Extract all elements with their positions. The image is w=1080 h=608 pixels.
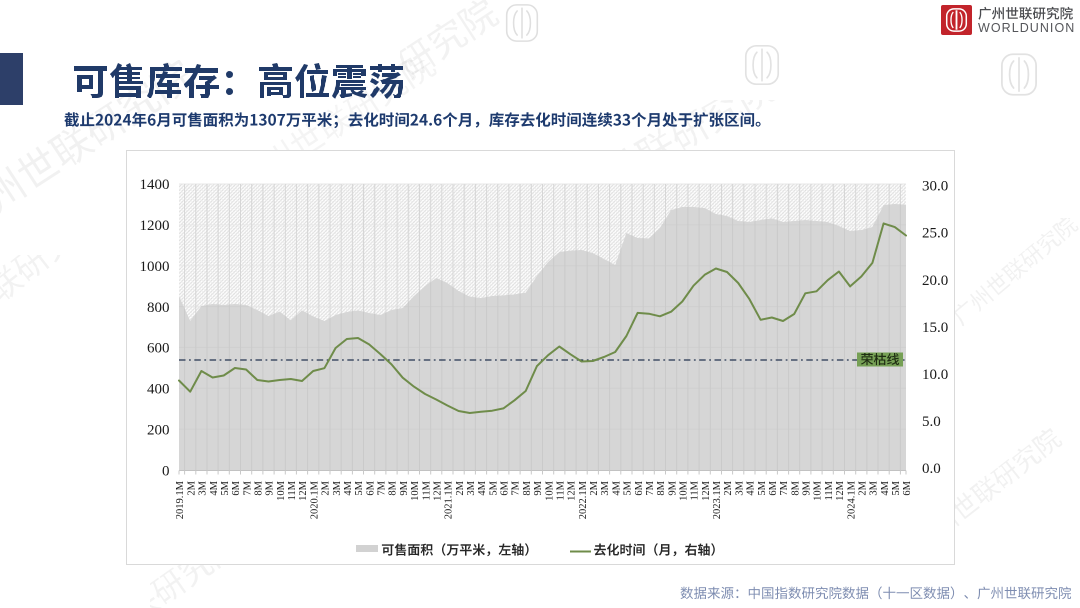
svg-text:800: 800: [147, 300, 170, 316]
svg-text:0.0: 0.0: [922, 461, 941, 477]
svg-text:6M: 6M: [634, 480, 645, 495]
svg-text:2M: 2M: [455, 480, 466, 495]
svg-text:4M: 4M: [611, 480, 622, 495]
svg-text:20.0: 20.0: [922, 273, 948, 289]
svg-text:12M: 12M: [835, 480, 846, 501]
svg-text:3M: 3M: [869, 480, 880, 495]
svg-text:10M: 10M: [813, 480, 824, 501]
svg-text:6M: 6M: [902, 480, 913, 495]
svg-text:10M: 10M: [679, 480, 690, 501]
svg-text:1200: 1200: [140, 218, 170, 234]
svg-text:2M: 2M: [723, 480, 734, 495]
svg-text:4M: 4M: [343, 480, 354, 495]
svg-text:2M: 2M: [858, 480, 869, 495]
svg-text:11M: 11M: [690, 480, 701, 500]
svg-text:9M: 9M: [533, 480, 544, 495]
svg-text:2020.1M: 2020.1M: [309, 480, 320, 519]
svg-text:6M: 6M: [500, 480, 511, 495]
svg-text:11M: 11M: [824, 480, 835, 500]
svg-text:3M: 3M: [198, 480, 209, 495]
svg-text:2M: 2M: [321, 480, 332, 495]
svg-text:3M: 3M: [734, 480, 745, 495]
svg-text:1000: 1000: [140, 259, 170, 275]
svg-text:6M: 6M: [768, 480, 779, 495]
svg-text:7M: 7M: [242, 480, 253, 495]
svg-text:8M: 8M: [656, 480, 667, 495]
svg-text:25.0: 25.0: [922, 226, 948, 242]
svg-text:7M: 7M: [377, 480, 388, 495]
svg-text:600: 600: [147, 341, 170, 357]
svg-text:6M: 6M: [231, 480, 242, 495]
svg-text:2019.1M: 2019.1M: [175, 480, 186, 519]
svg-text:11M: 11M: [556, 480, 567, 500]
svg-text:5M: 5M: [220, 480, 231, 495]
svg-text:5.0: 5.0: [922, 414, 941, 430]
svg-text:10M: 10M: [276, 480, 287, 501]
svg-text:5M: 5M: [757, 480, 768, 495]
svg-text:10M: 10M: [410, 480, 421, 501]
svg-text:2024.1M: 2024.1M: [846, 480, 857, 519]
svg-text:4M: 4M: [880, 480, 891, 495]
svg-text:9M: 9M: [265, 480, 276, 495]
svg-text:5M: 5M: [488, 480, 499, 495]
svg-text:2M: 2M: [589, 480, 600, 495]
svg-text:8M: 8M: [254, 480, 265, 495]
svg-text:12M: 12M: [567, 480, 578, 501]
svg-text:7M: 7M: [645, 480, 656, 495]
svg-text:2021.1M: 2021.1M: [444, 480, 455, 519]
svg-text:11M: 11M: [287, 480, 298, 500]
svg-text:12M: 12M: [701, 480, 712, 501]
svg-text:30.0: 30.0: [922, 179, 948, 195]
svg-text:7M: 7M: [779, 480, 790, 495]
svg-text:15.0: 15.0: [922, 320, 948, 336]
svg-text:9M: 9M: [802, 480, 813, 495]
svg-text:9M: 9M: [667, 480, 678, 495]
svg-text:9M: 9M: [399, 480, 410, 495]
svg-text:2022.1M: 2022.1M: [578, 480, 589, 519]
svg-text:5M: 5M: [354, 480, 365, 495]
svg-text:400: 400: [147, 382, 170, 398]
svg-text:8M: 8M: [790, 480, 801, 495]
svg-text:1400: 1400: [140, 177, 170, 193]
svg-text:6M: 6M: [365, 480, 376, 495]
svg-text:8M: 8M: [388, 480, 399, 495]
svg-text:3M: 3M: [600, 480, 611, 495]
svg-text:4M: 4M: [746, 480, 757, 495]
svg-text:12M: 12M: [298, 480, 309, 501]
svg-text:0: 0: [162, 464, 170, 480]
svg-text:5M: 5M: [891, 480, 902, 495]
svg-text:11M: 11M: [421, 480, 432, 500]
svg-text:200: 200: [147, 422, 170, 438]
svg-text:7M: 7M: [511, 480, 522, 495]
svg-text:10M: 10M: [544, 480, 555, 501]
svg-text:8M: 8M: [522, 480, 533, 495]
svg-text:3M: 3M: [466, 480, 477, 495]
svg-text:2023.1M: 2023.1M: [712, 480, 723, 519]
svg-text:4M: 4M: [477, 480, 488, 495]
svg-text:5M: 5M: [623, 480, 634, 495]
svg-text:2M: 2M: [186, 480, 197, 495]
svg-text:4M: 4M: [209, 480, 220, 495]
svg-text:10.0: 10.0: [922, 367, 948, 383]
svg-text:3M: 3M: [332, 480, 343, 495]
svg-text:12M: 12M: [432, 480, 443, 501]
